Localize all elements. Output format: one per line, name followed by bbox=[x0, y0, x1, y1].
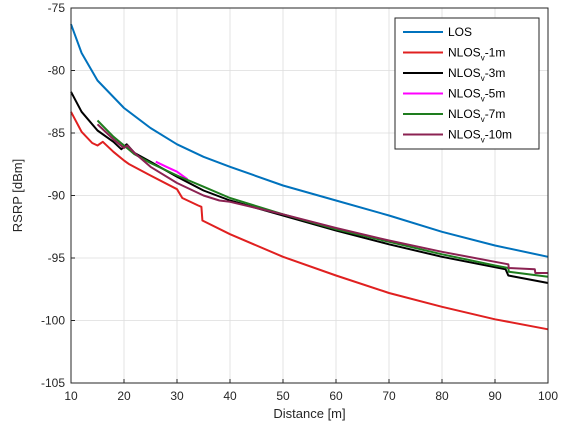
series-line-0 bbox=[70, 23, 549, 258]
legend-label-2: NLOSv-3m bbox=[448, 66, 505, 83]
series-lines bbox=[70, 23, 549, 331]
y-ticks: -75 -80 -85 -90 -95 -100 -105 bbox=[41, 1, 75, 390]
y-tick-label: -80 bbox=[48, 64, 66, 78]
y-tick-label: -75 bbox=[48, 1, 66, 15]
legend: LOS NLOSv-1m NLOSv-3m NLOSv-5m NLOSv-7m NLOSv… bbox=[394, 17, 540, 150]
x-tick-label: 50 bbox=[276, 389, 290, 403]
x-axis-label: Distance [m] bbox=[273, 406, 345, 421]
legend-label-4: NLOSv-7m bbox=[448, 107, 505, 124]
x-tick-label: 30 bbox=[170, 389, 184, 403]
x-tick-label: 80 bbox=[435, 389, 449, 403]
y-tick-label: -100 bbox=[41, 314, 65, 328]
x-tick-label: 70 bbox=[382, 389, 396, 403]
y-axis-label: RSRP [dBm] bbox=[10, 159, 25, 232]
series-line-5 bbox=[96, 123, 548, 274]
y-tick-label: -85 bbox=[48, 126, 66, 140]
series-line-3 bbox=[155, 160, 189, 181]
legend-label-0: LOS bbox=[448, 25, 472, 39]
x-tick-label: 100 bbox=[538, 389, 558, 403]
x-ticks: 10 20 30 40 50 60 70 80 90 100 bbox=[64, 379, 558, 403]
x-tick-label: 90 bbox=[488, 389, 502, 403]
legend-label-5: NLOSv-10m bbox=[448, 128, 512, 145]
y-tick-label: -90 bbox=[48, 189, 66, 203]
legend-label-3: NLOSv-5m bbox=[448, 87, 505, 104]
legend-box bbox=[394, 17, 540, 150]
x-tick-label: 40 bbox=[223, 389, 237, 403]
x-tick-label: 20 bbox=[117, 389, 131, 403]
series-line-4 bbox=[96, 119, 549, 278]
legend-label-1: NLOSv-1m bbox=[448, 46, 505, 63]
y-tick-label: -95 bbox=[48, 251, 66, 265]
y-tick-label: -105 bbox=[41, 376, 65, 390]
series-line-2 bbox=[70, 91, 549, 284]
x-tick-label: 60 bbox=[329, 389, 343, 403]
series-line-1 bbox=[70, 111, 549, 331]
x-tick-label: 10 bbox=[64, 389, 78, 403]
